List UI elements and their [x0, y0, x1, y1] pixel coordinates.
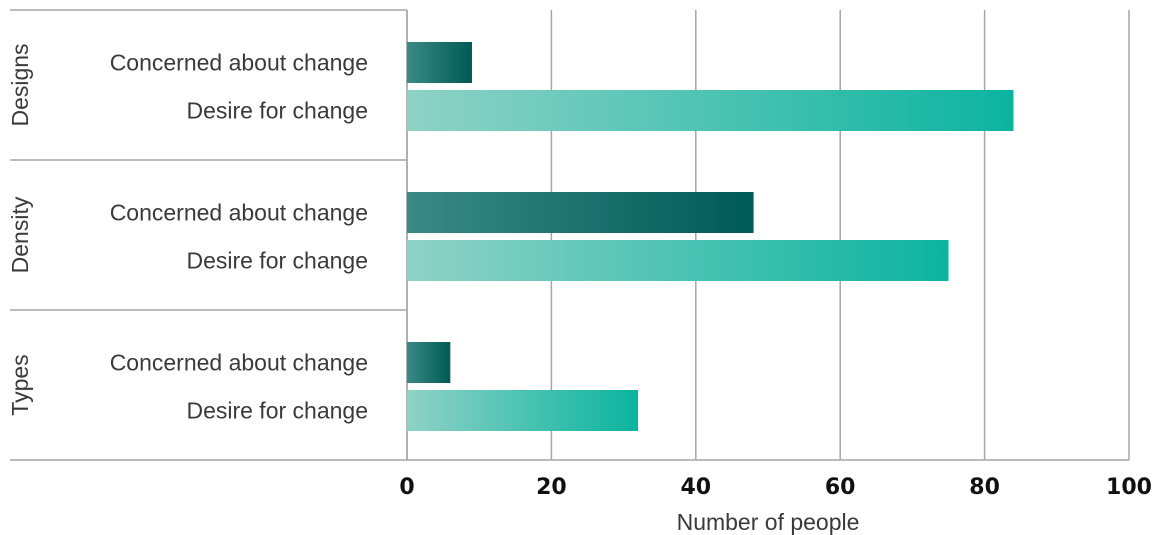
category-frame — [10, 9, 1129, 461]
labels: 0 20 40 60 80 100 Designs Concerned about chang… — [7, 43, 1152, 500]
bar — [407, 342, 451, 383]
bar — [407, 90, 1014, 131]
bar — [407, 42, 472, 83]
group-label: Types — [7, 354, 33, 415]
x-axis-title: Number of people — [677, 509, 860, 535]
bar-category-label: Concerned about change — [110, 350, 368, 376]
bar-category-label: Desire for change — [186, 98, 368, 124]
x-tick-label: 40 — [680, 475, 711, 500]
x-tick-label: 80 — [969, 475, 1000, 500]
x-tick-label: 0 — [399, 475, 414, 500]
x-tick-label: 20 — [536, 475, 567, 500]
group-label: Density — [7, 196, 33, 273]
bar — [407, 192, 754, 233]
bar-category-label: Concerned about change — [110, 50, 368, 76]
bar — [407, 390, 639, 431]
bar-category-label: Concerned about change — [110, 200, 368, 226]
bar-category-label: Desire for change — [186, 398, 368, 424]
x-tick-label: 60 — [825, 475, 856, 500]
bar-category-label: Desire for change — [186, 248, 368, 274]
group-label: Designs — [7, 43, 33, 126]
x-tick-label: 100 — [1106, 475, 1152, 500]
bars — [407, 42, 1014, 431]
bar — [407, 240, 949, 281]
